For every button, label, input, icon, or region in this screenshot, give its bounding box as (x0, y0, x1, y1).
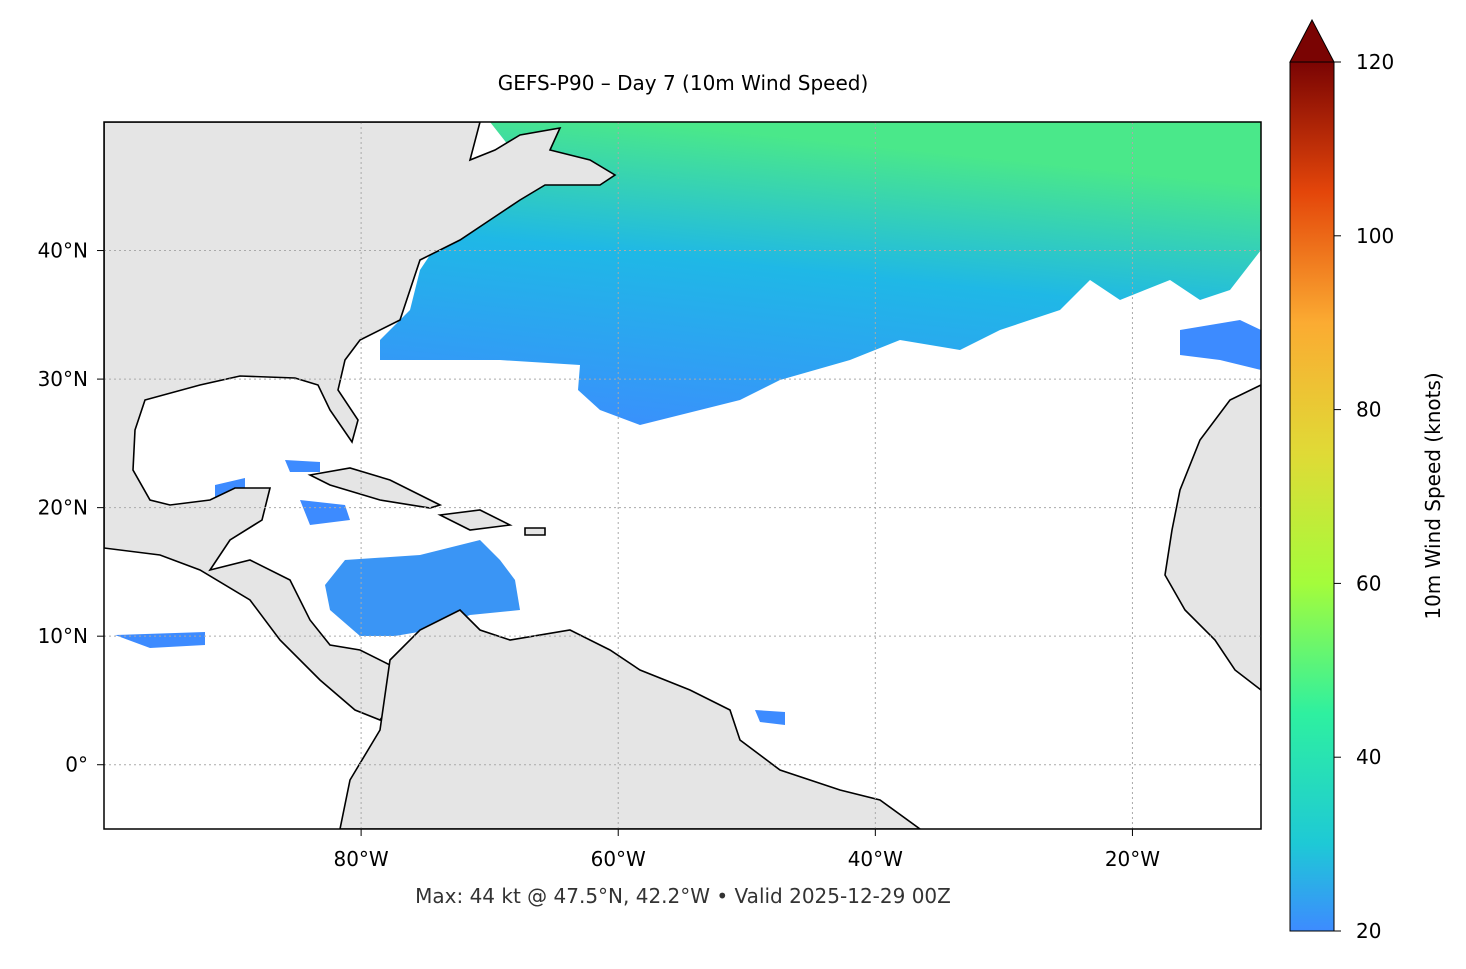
land-africa (1164, 384, 1261, 692)
colorbar-tick-label: 60 (1356, 571, 1381, 595)
wind-field (1180, 320, 1261, 370)
title: GEFS-P90 – Day 7 (10m Wind Speed) (498, 71, 869, 95)
land-south-america (339, 609, 922, 829)
colorbar-tick-label: 20 (1356, 919, 1381, 943)
y-tick-label: 10°N (38, 624, 88, 648)
colorbar-tick-label: 100 (1356, 224, 1394, 248)
y-tick-label: 30°N (38, 367, 88, 391)
footnote: Max: 44 kt @ 47.5°N, 42.2°W • Valid 2025… (415, 884, 951, 908)
y-tick-label: 20°N (38, 496, 88, 520)
colorbar-tick-label: 80 (1356, 398, 1381, 422)
colorbar-extend (1289, 18, 1335, 63)
land-cuba (307, 467, 546, 536)
map-area (104, 122, 1261, 829)
wind-field (380, 122, 1261, 425)
colorbar-label: 10m Wind Speed (knots) (1421, 372, 1445, 619)
x-tick-label: 80°W (333, 847, 388, 871)
y-tick-label: 40°N (38, 239, 88, 263)
wind-field (325, 540, 520, 636)
x-tick-label: 20°W (1105, 847, 1160, 871)
colorbar-tick-label: 120 (1356, 50, 1394, 74)
y-tick-label: 0° (65, 753, 88, 777)
colorbar-tick-label: 40 (1356, 745, 1381, 769)
colorbar (1289, 61, 1335, 932)
map-frame (103, 121, 1262, 830)
x-tick-label: 40°W (848, 847, 903, 871)
x-tick-label: 60°W (591, 847, 646, 871)
